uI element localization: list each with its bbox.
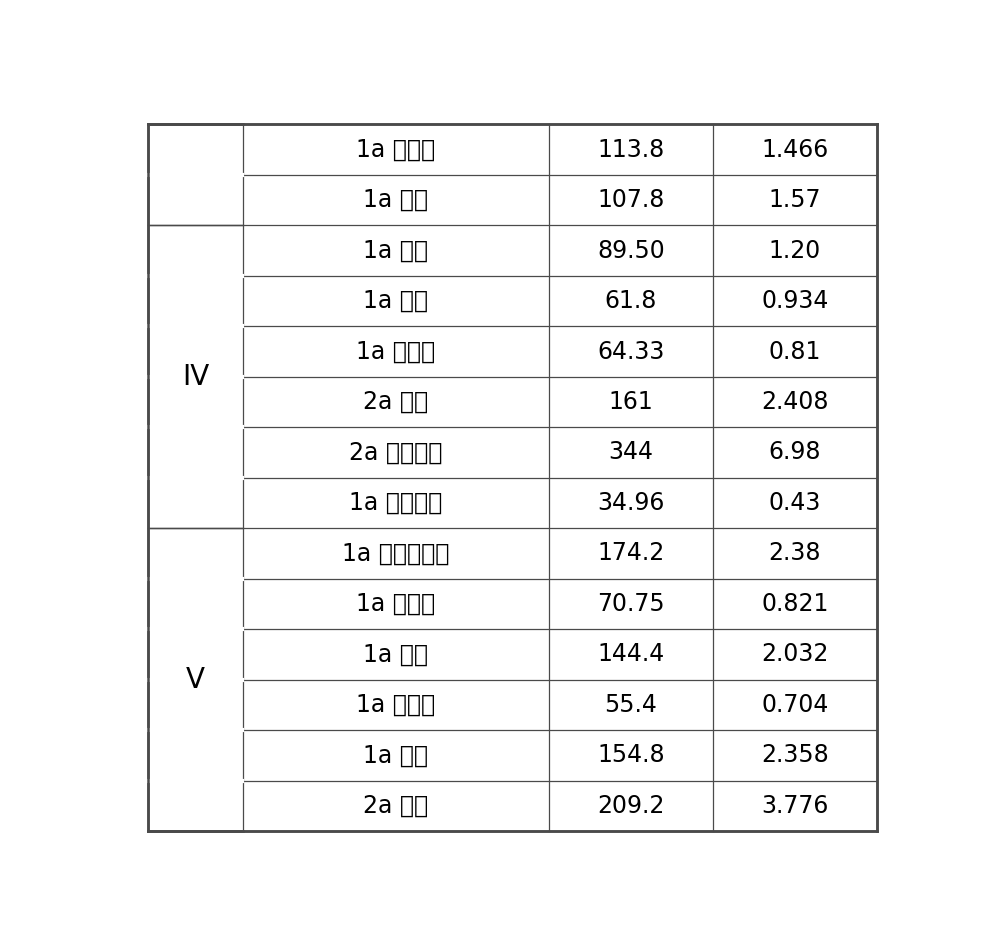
Text: 1a 红豆杉: 1a 红豆杉 [356,340,436,363]
Text: 1.466: 1.466 [761,138,828,162]
Text: IV: IV [182,363,209,391]
Text: 1.57: 1.57 [769,188,821,212]
Text: 2a 桂花: 2a 桂花 [363,794,429,817]
Text: 1a 小叶女贞: 1a 小叶女贞 [349,491,443,515]
Text: V: V [186,666,205,693]
Text: 2.408: 2.408 [761,390,829,414]
Text: 0.821: 0.821 [761,592,828,616]
Text: 0.704: 0.704 [761,692,828,717]
Text: 2a 香樟: 2a 香樟 [363,390,429,414]
Text: 89.50: 89.50 [597,238,665,263]
Text: 344: 344 [608,441,653,464]
Text: 107.8: 107.8 [597,188,665,212]
Text: 161: 161 [609,390,653,414]
Text: 1a 红豆杉: 1a 红豆杉 [356,692,436,717]
Text: 1a 光皮树: 1a 光皮树 [356,138,436,162]
Text: 55.4: 55.4 [604,692,657,717]
Text: 1a 水松: 1a 水松 [363,289,428,313]
Text: 174.2: 174.2 [597,541,665,566]
Text: 1a 木荷: 1a 木荷 [363,744,428,767]
Text: 113.8: 113.8 [597,138,665,162]
Text: 0.43: 0.43 [769,491,821,515]
Text: 0.81: 0.81 [769,340,821,363]
Text: 144.4: 144.4 [597,642,665,666]
Text: 2.358: 2.358 [761,744,829,767]
Text: 1a 苦樿: 1a 苦樿 [363,642,428,666]
Text: 34.96: 34.96 [597,491,665,515]
Text: 2.38: 2.38 [769,541,821,566]
Text: 70.75: 70.75 [597,592,665,616]
Text: 3.776: 3.776 [761,794,828,817]
Text: 1a 槇木: 1a 槇木 [363,238,428,263]
Text: 1a 马尾松: 1a 马尾松 [356,592,436,616]
Text: 2.032: 2.032 [761,642,828,666]
Text: 64.33: 64.33 [597,340,665,363]
Text: 1a 鸟柏: 1a 鸟柏 [363,188,428,212]
Text: 154.8: 154.8 [597,744,665,767]
Text: 1.20: 1.20 [769,238,821,263]
Text: 209.2: 209.2 [597,794,665,817]
Text: 61.8: 61.8 [605,289,657,313]
Text: 1a 复羽叶梠树: 1a 复羽叶梠树 [342,541,450,566]
Text: 2a 乐昌含笑: 2a 乐昌含笑 [349,441,443,464]
Text: 6.98: 6.98 [769,441,821,464]
Text: 0.934: 0.934 [761,289,828,313]
